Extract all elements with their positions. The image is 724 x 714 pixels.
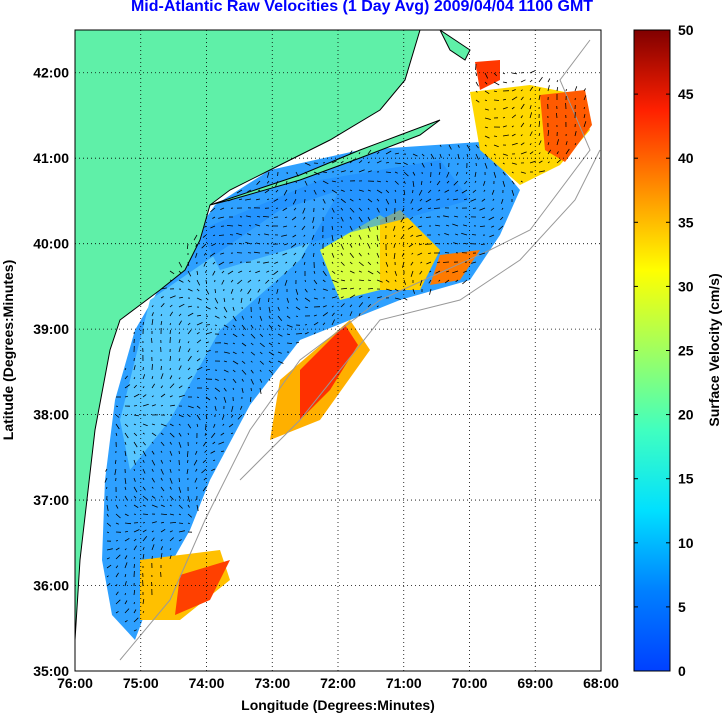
colorbar-tick-label: 45 [678, 86, 694, 102]
y-tick-label: 42:00 [33, 65, 69, 81]
map-title: Mid-Atlantic Raw Velocities (1 Day Avg) … [130, 0, 594, 15]
x-tick-labels: 76:00 75:00 74:00 73:00 72:00 71:00 70:00 69:00… [57, 675, 619, 691]
y-axis-label: Latitude (Degrees:Minutes) [0, 260, 16, 440]
colorbar-tick-label: 0 [678, 663, 686, 679]
colorbar-tick-label: 50 [678, 22, 694, 38]
x-tick-label: 68:00 [583, 675, 619, 691]
grid-lines [75, 30, 601, 671]
x-tick-label: 69:00 [517, 675, 553, 691]
x-tick-label: 72:00 [320, 675, 356, 691]
land [75, 30, 471, 641]
y-tick-label: 38:00 [33, 407, 69, 423]
y-tick-label: 41:00 [33, 150, 69, 166]
colorbar-tick-label: 25 [678, 343, 694, 359]
colorbar-tick-label: 20 [678, 407, 694, 423]
x-tick-label: 71:00 [386, 675, 422, 691]
colorbar-label: Surface Velocity (cm/s) [706, 273, 722, 426]
x-tick-label: 70:00 [452, 675, 488, 691]
velocity-vectors [104, 63, 587, 632]
bathymetry-contours [119, 39, 601, 661]
y-tick-label: 39:00 [33, 321, 69, 337]
colorbar-tick-label: 10 [678, 535, 694, 551]
colorbar-ticks: 0 5 10 15 20 25 30 35 40 45 50 [634, 22, 694, 679]
colorbar-tick-label: 30 [678, 278, 694, 294]
x-tick-label: 74:00 [189, 675, 225, 691]
colorbar-tick-label: 40 [678, 150, 694, 166]
y-tick-label: 35:00 [33, 663, 69, 679]
colorbar-tick-label: 15 [678, 471, 694, 487]
axes-frame [74, 29, 602, 672]
x-tick-label: 76:00 [57, 675, 93, 691]
y-tick-label: 36:00 [33, 578, 69, 594]
y-tick-label: 40:00 [33, 236, 69, 252]
y-tick-label: 37:00 [33, 492, 69, 508]
colorbar-tick-label: 5 [678, 599, 686, 615]
x-tick-label: 75:00 [123, 675, 159, 691]
colorbar [633, 29, 671, 672]
colorbar-tick-label: 35 [678, 214, 694, 230]
x-axis-label: Longitude (Degrees:Minutes) [241, 697, 435, 713]
x-tick-label: 73:00 [254, 675, 290, 691]
y-tick-labels: 42:00 41:00 40:00 39:00 38:00 37:00 36:00 35:00 [33, 65, 69, 679]
